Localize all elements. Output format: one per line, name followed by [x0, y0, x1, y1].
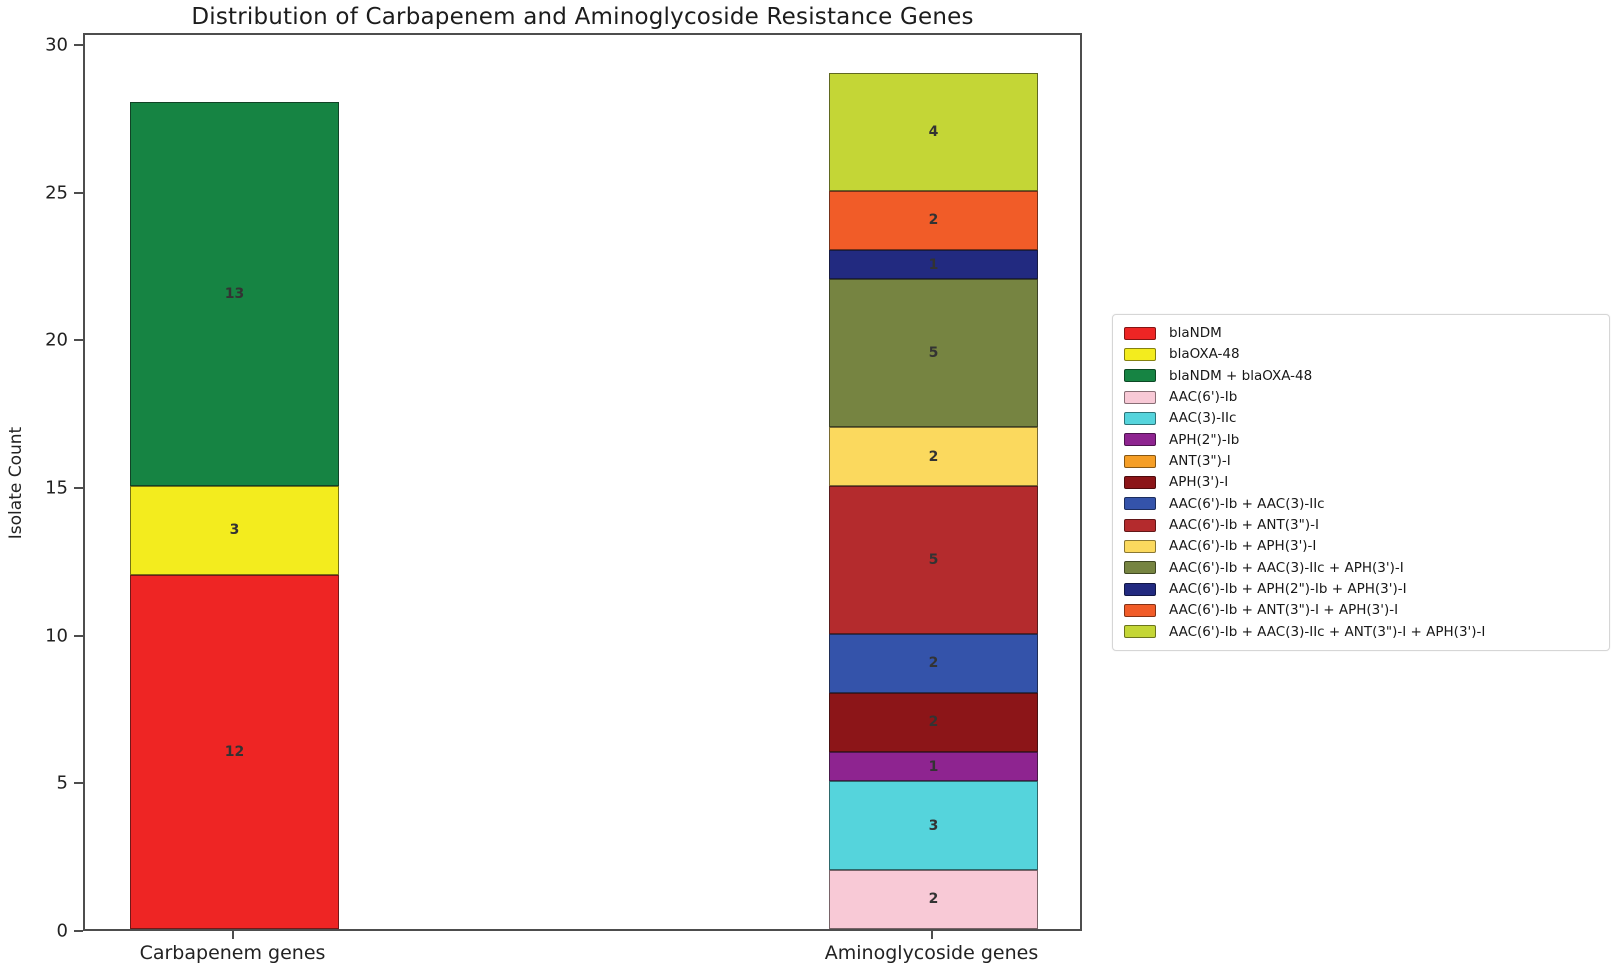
legend-item: AAC(6')-Ib + AAC(3)-IIc + ANT(3")-I + AP…	[1124, 622, 1598, 642]
legend-swatch-icon	[1124, 603, 1156, 617]
y-tick-label: 5	[56, 772, 68, 794]
bar-segment: 2	[829, 190, 1038, 250]
legend-item: ANT(3")-I	[1124, 451, 1598, 471]
y-axis-label: Isolate Count	[6, 426, 26, 540]
x-tick-mark	[930, 931, 933, 939]
legend: blaNDM blaOXA-48 blaNDM + blaOXA-48 AAC(6')…	[1112, 314, 1610, 651]
bar-segment: 12	[130, 574, 339, 929]
legend-swatch-icon	[1124, 347, 1156, 361]
legend-label: AAC(6')-Ib + AAC(3)-IIc	[1169, 495, 1325, 512]
legend-label: AAC(6')-Ib + ANT(3")-I + APH(3')-I	[1169, 602, 1399, 619]
y-tick-mark	[74, 487, 83, 490]
legend-item: AAC(6')-Ib	[1124, 387, 1598, 407]
bar-segment: 2	[829, 427, 1038, 487]
legend-label: blaOXA-48	[1169, 346, 1240, 363]
y-tick-mark	[74, 782, 83, 785]
legend-swatch-icon	[1124, 390, 1156, 404]
legend-swatch-icon	[1124, 326, 1156, 340]
y-tick-label: 15	[45, 477, 68, 499]
legend-item: AAC(6')-Ib + APH(2")-Ib + APH(3')-I	[1124, 579, 1598, 599]
legend-item: APH(2")-Ib	[1124, 430, 1598, 450]
legend-swatch-icon	[1124, 454, 1156, 468]
legend-label: AAC(6')-Ib + ANT(3")-I	[1169, 517, 1319, 534]
segment-value-label: 4	[928, 123, 939, 140]
legend-swatch-icon	[1124, 433, 1156, 447]
bar-segment: 4	[829, 72, 1038, 191]
segment-value-label: 1	[928, 256, 939, 273]
segment-value-label: 1	[928, 758, 939, 775]
legend-label: APH(2")-Ib	[1169, 431, 1240, 448]
legend-label: AAC(6')-Ib + AAC(3)-IIc + ANT(3")-I + AP…	[1169, 623, 1486, 640]
x-tick-mark	[231, 931, 234, 939]
legend-swatch-icon	[1124, 561, 1156, 575]
legend-label: AAC(6')-Ib + APH(3')-I	[1169, 538, 1317, 555]
y-tick-mark	[74, 44, 83, 47]
legend-item: blaNDM + blaOXA-48	[1124, 366, 1598, 386]
segment-value-label: 2	[928, 714, 939, 731]
legend-swatch-icon	[1124, 411, 1156, 425]
segment-value-label: 3	[928, 817, 939, 834]
segment-value-label: 2	[928, 448, 939, 465]
y-tick-label: 30	[45, 34, 68, 56]
segment-value-label: 2	[928, 212, 939, 229]
segment-value-label: 12	[224, 743, 245, 760]
bar-segment: 2	[829, 692, 1038, 752]
x-category-label: Carbapenem genes	[139, 942, 326, 964]
legend-swatch-icon	[1124, 369, 1156, 383]
legend-label: blaNDM + blaOXA-48	[1169, 367, 1313, 384]
legend-item: AAC(6')-Ib + AAC(3)-IIc	[1124, 494, 1598, 514]
segment-value-label: 3	[229, 522, 240, 539]
legend-label: AAC(6')-Ib + APH(2")-Ib + APH(3')-I	[1169, 581, 1407, 598]
bar-segment: 3	[829, 781, 1038, 870]
legend-swatch-icon	[1124, 497, 1156, 511]
legend-swatch-icon	[1124, 475, 1156, 489]
segment-value-label: 2	[928, 891, 939, 908]
bar-segment: 5	[829, 279, 1038, 427]
bar-segment: 1	[829, 249, 1038, 280]
legend-item: AAC(6')-Ib + AAC(3)-IIc + APH(3')-I	[1124, 558, 1598, 578]
legend-label: AAC(6')-Ib + AAC(3)-IIc + APH(3')-I	[1169, 559, 1404, 576]
legend-swatch-icon	[1124, 582, 1156, 596]
legend-item: AAC(6')-Ib + APH(3')-I	[1124, 536, 1598, 556]
y-tick-label: 10	[45, 625, 68, 647]
plot-area: 12 3 13 2 3 1 2 2 5 2 5 1 2 4	[83, 33, 1082, 931]
y-tick-mark	[74, 191, 83, 194]
legend-swatch-icon	[1124, 625, 1156, 639]
y-tick-mark	[74, 930, 83, 932]
bar-segment: 1	[829, 751, 1038, 782]
legend-item: blaOXA-48	[1124, 344, 1598, 364]
bar-segment: 13	[130, 102, 339, 487]
legend-label: ANT(3")-I	[1169, 453, 1231, 470]
y-tick-label: 0	[56, 920, 68, 942]
y-tick-label: 25	[45, 182, 68, 204]
legend-swatch-icon	[1124, 518, 1156, 532]
bar-segment: 2	[829, 633, 1038, 693]
legend-item: AAC(6')-Ib + ANT(3")-I	[1124, 515, 1598, 535]
chart-title: Distribution of Carbapenem and Aminoglyc…	[191, 4, 974, 30]
legend-label: APH(3')-I	[1169, 474, 1229, 491]
legend-label: AAC(6')-Ib	[1169, 389, 1238, 406]
legend-item: blaNDM	[1124, 323, 1598, 343]
y-tick-mark	[74, 634, 83, 637]
legend-label: blaNDM	[1169, 325, 1222, 341]
y-tick-mark	[74, 339, 83, 342]
x-category-label: Aminoglycoside genes	[824, 942, 1039, 964]
bar-segment: 2	[829, 869, 1038, 929]
segment-value-label: 13	[224, 286, 245, 303]
segment-value-label: 5	[928, 345, 939, 362]
bar-segment: 3	[130, 486, 339, 575]
legend-item: APH(3')-I	[1124, 472, 1598, 492]
segment-value-label: 2	[928, 655, 939, 672]
bar-segment: 5	[829, 486, 1038, 634]
legend-swatch-icon	[1124, 539, 1156, 553]
segment-value-label: 5	[928, 551, 939, 568]
legend-item: AAC(6')-Ib + ANT(3")-I + APH(3')-I	[1124, 600, 1598, 620]
y-tick-label: 20	[45, 329, 68, 351]
legend-label: AAC(3)-IIc	[1169, 410, 1237, 427]
legend-item: AAC(3)-IIc	[1124, 408, 1598, 428]
